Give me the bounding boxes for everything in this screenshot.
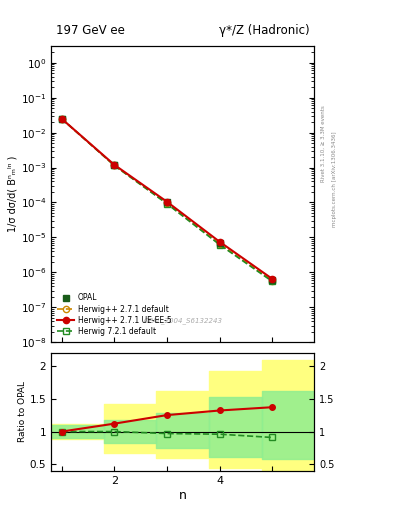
Legend: OPAL, Herwig++ 2.7.1 default, Herwig++ 2.7.1 UE-EE-5, Herwig 7.2.1 default: OPAL, Herwig++ 2.7.1 default, Herwig++ 2… — [55, 291, 174, 338]
Text: mcplots.cern.ch [arXiv:1306.3436]: mcplots.cern.ch [arXiv:1306.3436] — [332, 132, 337, 227]
Text: OPAL_2004_S6132243: OPAL_2004_S6132243 — [143, 318, 222, 325]
Y-axis label: 1/σ dσ/d( Bⁿₘᴵⁿ ): 1/σ dσ/d( Bⁿₘᴵⁿ ) — [8, 156, 18, 232]
X-axis label: n: n — [179, 488, 187, 502]
Y-axis label: Ratio to OPAL: Ratio to OPAL — [18, 381, 27, 442]
Text: γ*/Z (Hadronic): γ*/Z (Hadronic) — [219, 24, 309, 37]
Text: 197 GeV ee: 197 GeV ee — [56, 24, 125, 37]
Text: Rivet 3.1.10, ≥ 3.3M events: Rivet 3.1.10, ≥ 3.3M events — [320, 105, 325, 182]
